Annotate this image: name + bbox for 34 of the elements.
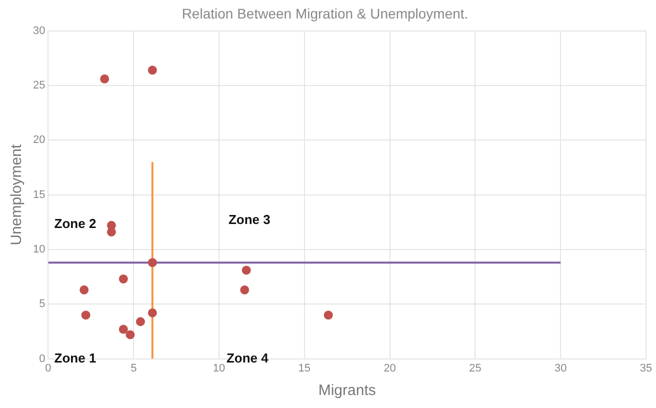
- point: [118, 324, 128, 334]
- point: [136, 317, 145, 326]
- point: [240, 285, 250, 294]
- point: [81, 310, 90, 320]
- point: [100, 74, 110, 84]
- x-axis-title: Migrants: [318, 382, 376, 400]
- y-tick-label: 30: [32, 24, 46, 37]
- y-tick-label: 10: [32, 244, 46, 256]
- y-tick-label: 15: [32, 188, 46, 201]
- x-tick-label: 5: [130, 362, 137, 374]
- x-tick-label: 25: [469, 362, 482, 374]
- point: [126, 330, 135, 340]
- y-tick-label: 0: [39, 352, 46, 365]
- y-tick-label: 25: [32, 80, 46, 92]
- point: [148, 308, 157, 318]
- x-tick-label: 15: [298, 362, 311, 374]
- x-tick-label: 20: [384, 362, 396, 374]
- x-tick-label: 10: [212, 362, 226, 374]
- annotation: Zone 3: [228, 212, 270, 228]
- y-tick-label: 5: [39, 298, 46, 310]
- point: [148, 66, 157, 75]
- y-tick-label: 20: [32, 134, 46, 146]
- point: [118, 274, 128, 284]
- annotation: Zone 4: [226, 350, 270, 366]
- y-axis-title: Unemployment: [8, 144, 26, 246]
- chart-title: Relation Between Migration & Unemployment.: [182, 5, 468, 22]
- x-tick-label: 35: [640, 362, 652, 374]
- annotation: Zone 1: [54, 350, 96, 366]
- point: [80, 285, 89, 294]
- annotation: Zone 2: [54, 216, 96, 232]
- point: [242, 266, 251, 275]
- x-tick-label: 30: [554, 362, 567, 374]
- point: [148, 258, 157, 268]
- point: [324, 310, 333, 320]
